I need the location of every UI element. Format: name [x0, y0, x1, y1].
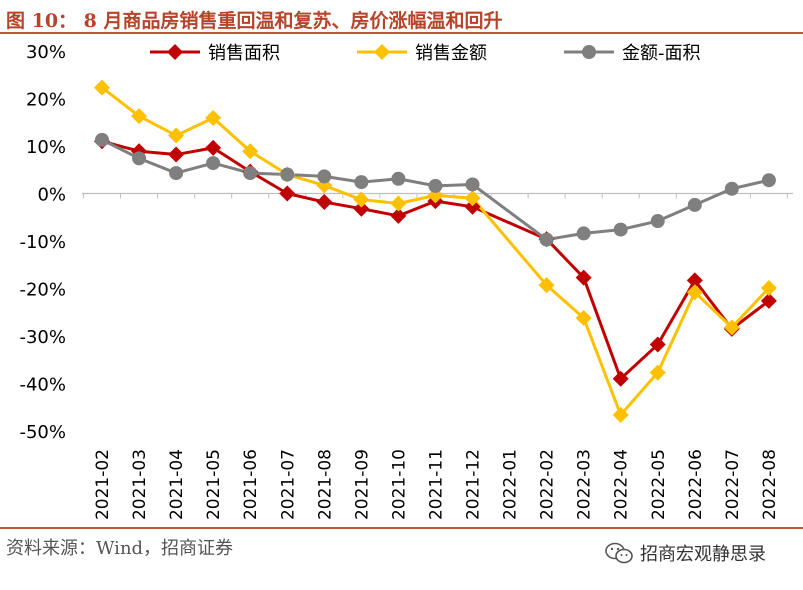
- y-tick-label: -10%: [19, 232, 66, 253]
- legend-marker-area: [167, 44, 183, 60]
- data-point-diff: [280, 167, 295, 182]
- data-point-area: [316, 194, 333, 211]
- data-point-diff: [687, 197, 702, 212]
- legend-label-diff: 金额-面积: [622, 43, 701, 64]
- y-tick-label: 10%: [26, 137, 66, 158]
- data-point-area: [464, 198, 481, 215]
- data-point-diff: [761, 173, 776, 188]
- x-tick-label: 2021-03: [130, 449, 150, 520]
- wechat-icon: [605, 542, 633, 564]
- x-tick-label: 2021-02: [93, 449, 113, 520]
- legend-label-amount: 销售金额: [415, 43, 487, 64]
- x-tick-label: 2021-04: [167, 449, 187, 520]
- data-point-amount: [131, 108, 148, 125]
- y-tick-label: -40%: [19, 375, 66, 396]
- series-line-amount: [101, 86, 770, 417]
- x-tick-label: 2021-05: [204, 449, 224, 520]
- data-point-area: [649, 336, 666, 353]
- data-point-diff: [539, 232, 554, 247]
- chart-lines: [101, 86, 770, 417]
- data-point-amount: [649, 364, 666, 381]
- data-point-diff: [354, 175, 369, 190]
- data-point-area: [390, 207, 407, 224]
- data-point-amount: [390, 195, 407, 212]
- data-point-diff: [132, 151, 147, 166]
- data-point-area: [205, 139, 222, 156]
- data-point-area: [279, 185, 296, 202]
- chart-axes: 30% 20% 10% 0% -10% -20% -30% -40% -50% 2021-02 20…: [19, 42, 793, 520]
- watermark: 招商宏观静思录: [604, 540, 766, 566]
- figure-title: 图 10： 8 月商品房销售重回温和复苏、房价涨幅温和回升: [6, 10, 503, 32]
- legend-label-area: 销售面积: [208, 43, 280, 64]
- x-tick-label: 2022-08: [760, 449, 780, 520]
- source-rule: [0, 527, 803, 529]
- data-point-diff: [95, 132, 109, 147]
- data-point-area: [168, 146, 185, 163]
- data-point-diff: [724, 181, 739, 196]
- x-tick-label: 2022-02: [538, 449, 558, 520]
- data-point-diff: [169, 166, 184, 181]
- data-point-diff: [650, 214, 665, 229]
- data-point-amount: [168, 127, 185, 144]
- x-tick-label: 2022-04: [612, 449, 632, 520]
- source-note: 资料来源：Wind，招商证券: [6, 538, 234, 559]
- data-point-amount: [205, 109, 222, 126]
- watermark-text: 招商宏观静思录: [640, 544, 766, 565]
- y-tick-label: 30%: [26, 42, 66, 63]
- data-point-amount: [464, 190, 481, 207]
- x-tick-label: 2022-06: [686, 449, 706, 520]
- data-point-area: [131, 143, 148, 160]
- chart-markers: [94, 79, 777, 423]
- x-tick-label: 2021-10: [389, 449, 409, 520]
- data-point-diff: [391, 171, 406, 186]
- data-point-diff: [465, 177, 480, 192]
- x-tick-label: 2022-07: [723, 449, 743, 520]
- data-point-amount: [353, 191, 370, 208]
- title-rule: [0, 32, 803, 34]
- x-tick-label: 2022-05: [649, 449, 669, 520]
- data-point-area: [612, 370, 629, 387]
- data-point-amount: [538, 277, 555, 294]
- data-point-area: [353, 200, 370, 217]
- data-point-area: [686, 272, 703, 289]
- y-tick-label: -30%: [19, 327, 66, 348]
- data-point-amount: [686, 284, 703, 301]
- data-point-diff: [243, 166, 258, 181]
- legend-marker-diff: [582, 45, 596, 59]
- y-tick-label: 0%: [37, 185, 66, 206]
- data-point-amount: [575, 309, 592, 326]
- data-point-amount: [760, 280, 777, 297]
- x-tick-label: 2021-12: [464, 449, 484, 520]
- data-point-amount: [242, 143, 259, 160]
- legend-marker-amount: [374, 44, 390, 60]
- series-line-area: [101, 139, 770, 381]
- y-tick-label: -50%: [19, 422, 66, 443]
- y-tick-label: -20%: [19, 280, 66, 301]
- x-tick-label: 2022-01: [501, 449, 521, 520]
- x-tick-label: 2021-11: [426, 449, 446, 520]
- x-tick-label: 2022-03: [575, 449, 595, 520]
- line-chart: 30% 20% 10% 0% -10% -20% -30% -40% -50% 2021-02 20…: [19, 42, 793, 520]
- x-tick-label: 2021-09: [352, 449, 372, 520]
- x-tick-label: 2021-08: [315, 449, 335, 520]
- y-tick-label: 20%: [26, 90, 66, 111]
- chart-legend: 销售面积 销售金额 金额-面积: [150, 43, 701, 64]
- data-point-area: [575, 269, 592, 286]
- data-point-area: [760, 292, 777, 309]
- data-point-amount: [723, 319, 740, 336]
- data-point-diff: [206, 156, 221, 171]
- data-point-diff: [576, 226, 591, 241]
- data-point-diff: [428, 178, 443, 193]
- data-point-amount: [612, 406, 629, 423]
- data-point-diff: [613, 222, 628, 237]
- x-tick-label: 2021-07: [278, 449, 298, 520]
- data-point-diff: [317, 169, 332, 184]
- data-point-amount: [94, 79, 110, 96]
- x-tick-label: 2021-06: [241, 449, 261, 520]
